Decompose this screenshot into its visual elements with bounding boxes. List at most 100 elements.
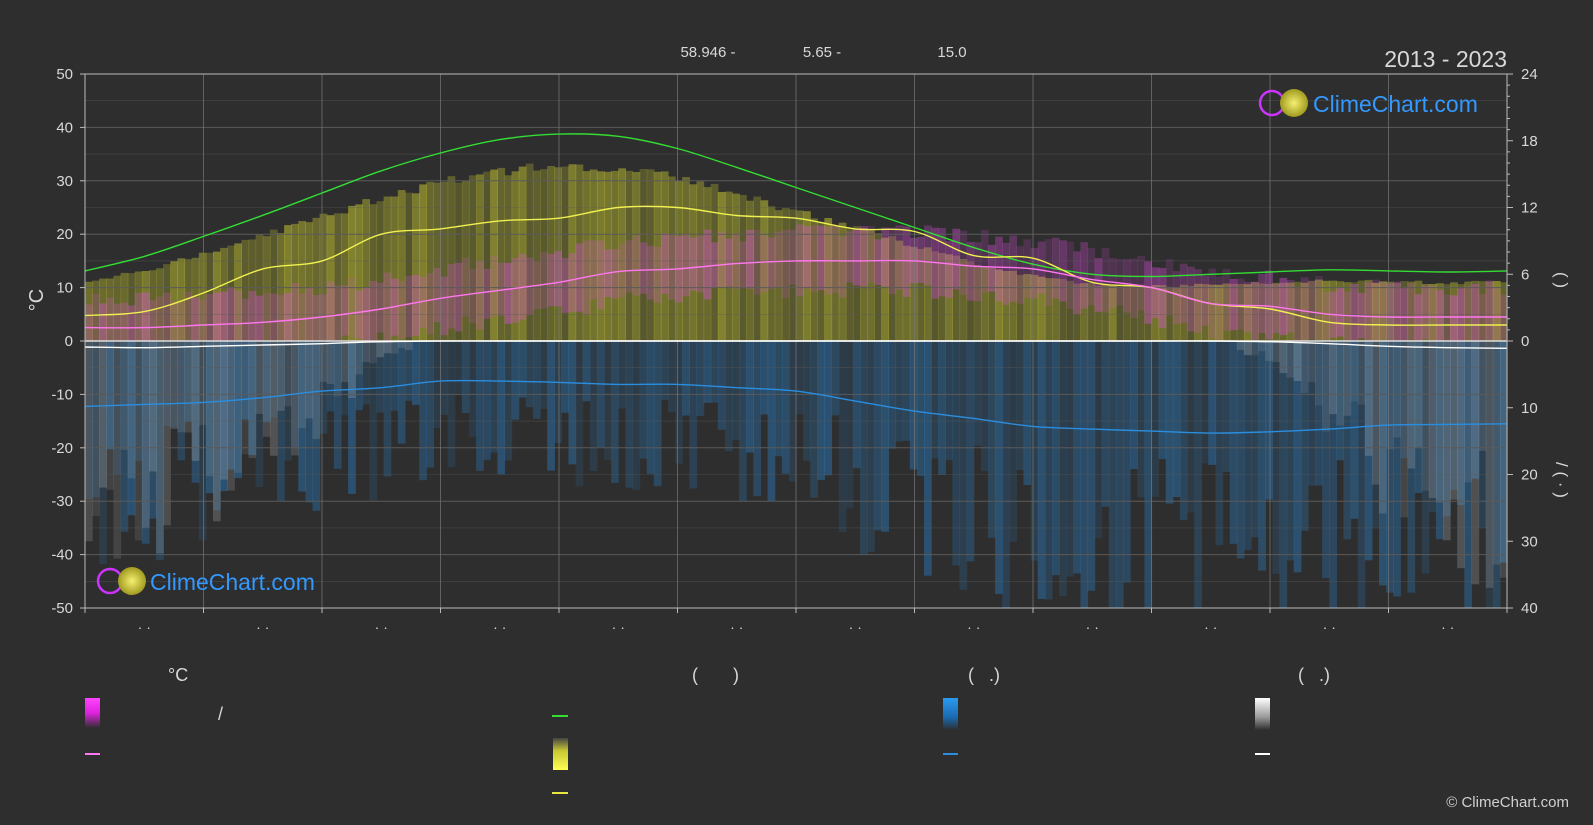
temp-band-bar: [92, 293, 100, 341]
snow-band-bar: [1386, 341, 1394, 450]
snow-band-bar: [1315, 341, 1323, 406]
rain-band-bar: [1393, 341, 1401, 597]
temp-band-bar: [945, 241, 953, 298]
sun-band-bar: [1243, 284, 1252, 341]
sun-band-bar: [127, 273, 136, 341]
snow-band-swatch: [1255, 698, 1270, 730]
sun-band-bar: [1450, 282, 1458, 341]
temp-band-bar: [326, 281, 335, 341]
rain-band-bar: [881, 341, 889, 532]
temp-band-bar: [298, 293, 306, 341]
temp-band-bar: [746, 230, 754, 289]
sun-band-swatch: [553, 738, 568, 770]
series-line-daylight: [84, 133, 1508, 278]
brand-logo-top: ClimeChart.com: [1258, 89, 1478, 117]
sun-band-bar: [426, 181, 434, 341]
temp-band-bar: [575, 243, 584, 312]
rain-band-bar: [149, 341, 157, 519]
sun-band-bar: [241, 239, 250, 341]
temp-band-bar: [717, 231, 726, 288]
sun-band-bar: [1094, 286, 1103, 341]
rain-band-bar: [980, 341, 989, 472]
sun-band-bar: [732, 193, 740, 341]
rain-band-bar: [547, 341, 555, 471]
temp-band-bar: [426, 273, 434, 335]
sun-band-bar: [234, 243, 242, 341]
snow-band-bar: [376, 341, 385, 358]
snow-band-bar: [205, 341, 214, 477]
rain-band-bar: [191, 341, 200, 483]
sun-band-bar: [781, 208, 790, 341]
sun-band-bar: [689, 184, 698, 341]
temp-band-bar: [660, 233, 669, 294]
sun-band-bar: [1123, 286, 1131, 341]
sun-band-bar: [511, 171, 520, 341]
snow-band-bar: [1307, 341, 1316, 382]
rain-band-bar: [85, 341, 93, 499]
snow-band-bar: [1236, 341, 1245, 350]
sun-band-bar: [1023, 274, 1032, 341]
sun-band-bar: [682, 177, 690, 341]
rain-band-bar: [945, 341, 953, 461]
legend-temperature-title: °C: [168, 665, 189, 685]
x-tick-label: · ·: [256, 619, 269, 635]
sun-band-bar: [1329, 280, 1337, 341]
sun-band-bar: [1343, 282, 1352, 341]
snow-band-bar: [1272, 341, 1281, 363]
sun-band-bar: [973, 265, 982, 341]
temp-band-bar: [1336, 287, 1345, 337]
rain-band-bar: [625, 341, 634, 488]
rain-band-bar: [753, 341, 761, 497]
temp-band-bar: [696, 235, 705, 293]
temp-band-bar: [938, 228, 946, 297]
sun-band-bar: [1002, 271, 1010, 341]
rain-band-bar: [1386, 341, 1394, 593]
x-tick-label: · ·: [967, 619, 980, 635]
rain-band-bar: [618, 341, 626, 409]
sun-band-bar: [639, 169, 648, 341]
snow-band-bar: [1499, 341, 1508, 578]
snow-band-bar: [1407, 341, 1416, 469]
temp-band-bar: [1094, 258, 1103, 312]
rain-band-bar: [341, 341, 349, 416]
snow-band-bar: [99, 341, 107, 488]
temp-band-bar: [191, 297, 200, 341]
sun-band-bar: [1187, 285, 1195, 341]
temp-band-bar: [1400, 288, 1409, 341]
temp-band-bar: [1471, 283, 1480, 341]
year-range: 2013 - 2023: [1384, 46, 1507, 72]
rain-band-bar: [1044, 341, 1053, 600]
sun-band-bar: [803, 211, 811, 341]
rain-band-bar: [454, 341, 463, 394]
sun-band-bar: [362, 199, 370, 341]
temp-band-bar: [170, 301, 178, 341]
rain-band-bar: [376, 341, 385, 413]
temp-band-bar: [120, 302, 129, 341]
snow-band-bar: [298, 341, 306, 429]
temp-band-bar: [213, 292, 221, 341]
temp-band-bar: [973, 242, 982, 302]
rain-band-bar: [1315, 341, 1323, 486]
sun-band-bar: [156, 268, 164, 341]
rain-band-bar: [1037, 341, 1046, 599]
rain-band-bar: [1343, 341, 1352, 540]
snow-band-bar: [1421, 341, 1430, 491]
rain-band-bar: [568, 341, 577, 465]
rain-band-bar: [319, 341, 328, 434]
x-tick-label: · ·: [1204, 619, 1217, 635]
temp-band-bar: [1222, 269, 1231, 331]
temp-band-bar: [141, 292, 150, 341]
temp-band-bar: [248, 291, 257, 341]
temp-band-bar: [867, 225, 875, 283]
temp-band-bar: [483, 268, 491, 319]
snow-band-bar: [1393, 341, 1401, 438]
rain-band-bar: [796, 341, 804, 415]
rain-band-bar: [717, 341, 726, 430]
rain-band-bar: [845, 341, 854, 509]
snow-band-bar: [1293, 341, 1302, 381]
rain-band-bar: [326, 341, 335, 412]
sun-band-bar: [1101, 284, 1110, 341]
temp-band-bar: [376, 282, 385, 333]
sun-band-bar: [433, 182, 442, 341]
